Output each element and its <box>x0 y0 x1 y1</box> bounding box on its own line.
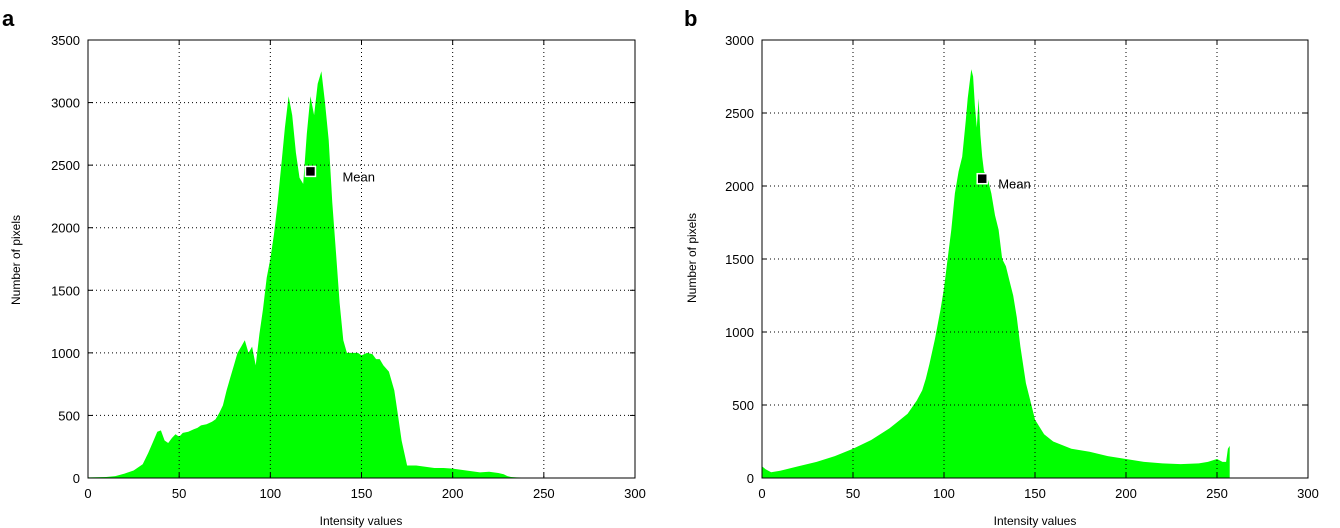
panel-b-mean-marker <box>976 172 988 185</box>
panel-a-x-tick-label: 100 <box>259 486 281 501</box>
panel-a-y-tick-label: 1000 <box>51 346 80 361</box>
panel-b-x-axis-label: Intensity values <box>994 514 1077 528</box>
panel-a-x-axis-label: Intensity values <box>320 514 403 528</box>
panel-a-y-tick-label: 1500 <box>51 283 80 298</box>
panel-b-x-tick-label: 300 <box>1297 486 1319 501</box>
panel-b-y-axis-label: Number of pixels <box>685 213 699 303</box>
panel-b-mean-label: Mean <box>998 177 1031 192</box>
panel-b-x-tick-label: 150 <box>1024 486 1046 501</box>
panel-a-y-tick-label: 0 <box>73 471 80 486</box>
panel-a-letter: a <box>2 6 15 31</box>
panel-b-x-tick-label: 250 <box>1206 486 1228 501</box>
panel-a-x-tick-label: 200 <box>442 486 464 501</box>
panel-a-y-axis-label: Number of pixels <box>9 215 23 305</box>
panel-b-y-tick-label: 3000 <box>725 33 754 48</box>
panel-b-x-tick-label: 200 <box>1115 486 1137 501</box>
panel-a-y-tick-label: 500 <box>58 408 80 423</box>
panel-b-x-tick-label: 100 <box>933 486 955 501</box>
panel-a-annotations: Mean <box>304 165 375 184</box>
panel-a-y-tick-label: 3000 <box>51 96 80 111</box>
panel-b-y-tick-label: 1000 <box>725 325 754 340</box>
histogram-panel-a: a 0 50 100 150 200 250 30005001000150020002500… <box>2 6 646 528</box>
panel-a-x-tick-label: 250 <box>533 486 555 501</box>
panel-a-x-tick-label: 50 <box>172 486 186 501</box>
panel-b-y-tick-label: 2500 <box>725 106 754 121</box>
histogram-panel-b: b 0 50 100 150 200 250 30005001000150020002500… <box>684 6 1319 528</box>
panel-a-x-tick-label: 150 <box>351 486 373 501</box>
panel-b-y-tick-label: 0 <box>747 471 754 486</box>
panel-b-ticks: 0 50 100 150 200 250 3000500100015002000250030… <box>725 33 1319 501</box>
panel-a-y-tick-label: 2500 <box>51 158 80 173</box>
panel-b-series <box>762 69 1230 478</box>
panel-a-x-tick-label: 0 <box>84 486 91 501</box>
panel-b-annotations: Mean <box>976 172 1031 192</box>
panel-b-grid <box>762 40 1308 478</box>
panel-b-y-tick-label: 1500 <box>725 252 754 267</box>
panel-b-histogram-area <box>762 69 1230 478</box>
panel-a-mean-label: Mean <box>342 169 375 184</box>
panel-b-x-tick-label: 50 <box>846 486 860 501</box>
panel-b-letter: b <box>684 6 697 31</box>
panel-a-y-tick-label: 2000 <box>51 221 80 236</box>
panel-b-y-tick-label: 500 <box>732 398 754 413</box>
panel-a-ticks: 0 50 100 150 200 250 3000500100015002000250030… <box>51 33 646 501</box>
panel-b-x-tick-label: 0 <box>758 486 765 501</box>
panel-a-histogram-area <box>88 71 526 479</box>
panel-b-y-tick-label: 2000 <box>725 179 754 194</box>
panel-a-mean-marker <box>304 165 317 178</box>
panel-a-x-tick-label: 300 <box>624 486 646 501</box>
panel-a-series <box>88 71 526 479</box>
panel-a-y-tick-label: 3500 <box>51 33 80 48</box>
panel-a-grid <box>88 40 635 478</box>
